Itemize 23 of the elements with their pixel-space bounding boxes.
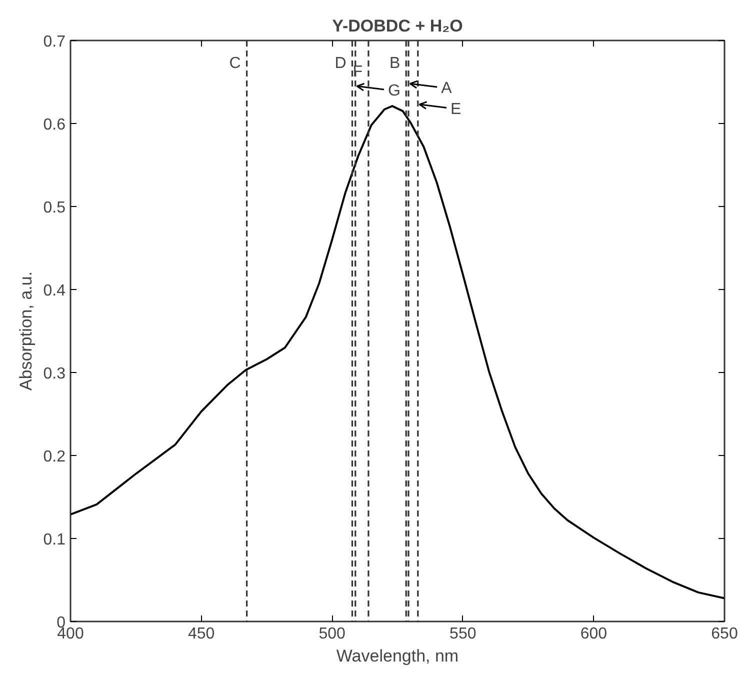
y-tick-label: 0.3	[43, 366, 66, 382]
annotation: F	[352, 64, 363, 81]
x-tick-label: 550	[450, 626, 476, 642]
y-tick-label: 0.2	[43, 448, 66, 466]
annotation: G	[388, 82, 400, 100]
annotation: E	[450, 100, 462, 118]
line-series	[70, 105, 724, 600]
annotation: A	[441, 80, 452, 98]
annotation: D	[334, 55, 346, 72]
y-tick-label: 0.4	[43, 282, 66, 300]
y-tick-label: 0.1	[43, 532, 66, 548]
y-tick-label: 0.7	[43, 34, 66, 50]
y-axis-title: Absorption, a.u.	[16, 271, 36, 391]
annotation: C	[229, 55, 241, 72]
chart-title: Y-DOBDC + H₂O	[332, 16, 463, 36]
x-tick-label: 650	[711, 626, 738, 642]
y-tick-label: 0.5	[43, 200, 66, 216]
x-axis-title: Wavelength, nm	[336, 646, 459, 666]
annotation: B	[389, 55, 400, 72]
y-tick-label: 0.6	[43, 116, 66, 134]
x-tick-label: 600	[580, 626, 608, 642]
x-tick-label: 500	[318, 626, 346, 642]
x-tick-label: 450	[188, 626, 215, 642]
